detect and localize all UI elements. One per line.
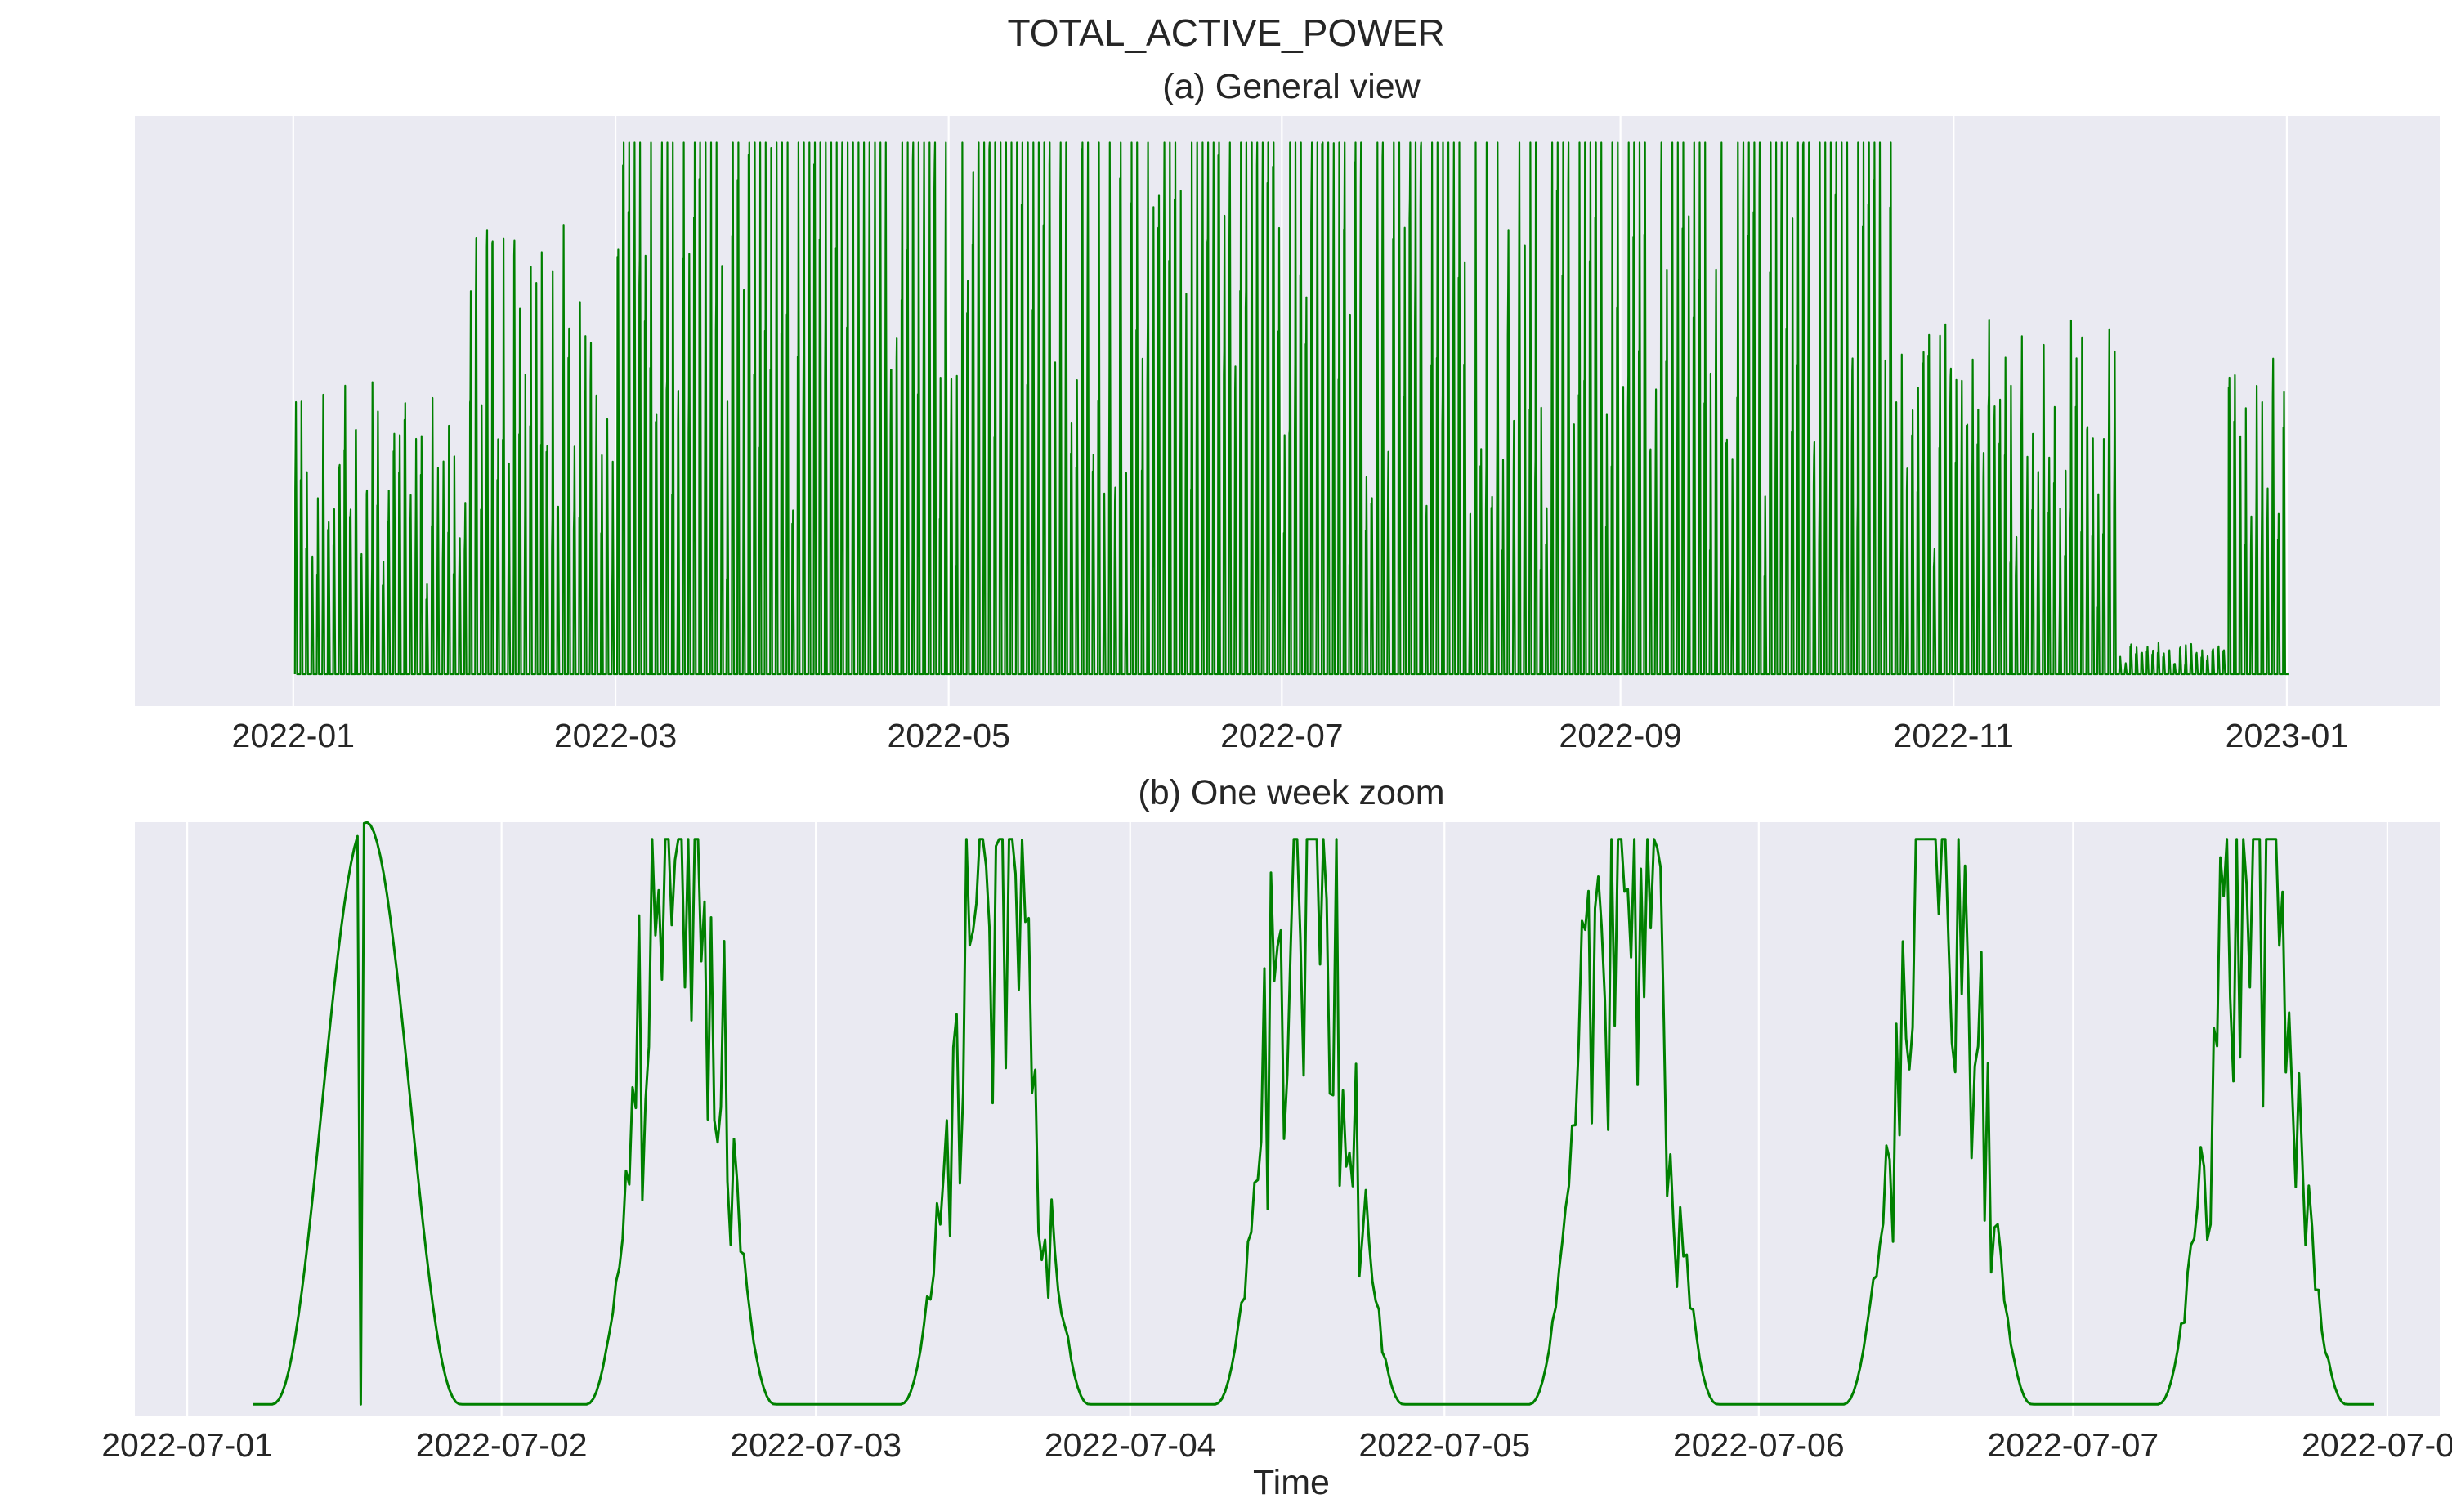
panel-b-x-axis-label: Time xyxy=(1253,1463,1330,1502)
panel-b-x-tick-label: 2022-07-05 xyxy=(1358,1426,1530,1464)
panel-b-x-tick-label: 2022-07-06 xyxy=(1673,1426,1845,1464)
panel-b-x-tick-label: 2022-07-03 xyxy=(730,1426,902,1464)
panel-a-x-ticks: 2022-01 2022-03 2022-05 2022-07 2022-09 2022-… xyxy=(232,717,2349,754)
panel-a-x-tick-label: 2022-09 xyxy=(1559,717,1681,754)
panel-a-x-tick-label: 2022-03 xyxy=(554,717,677,754)
panel-b-x-tick-label: 2022-07-08 xyxy=(2302,1426,2452,1464)
suptitle: TOTAL_ACTIVE_POWER xyxy=(1007,11,1444,54)
panel-a-x-tick-label: 2022-07 xyxy=(1220,717,1343,754)
panel-b-x-tick-label: 2022-07-04 xyxy=(1045,1426,1216,1464)
panel-b-plot-area xyxy=(135,822,2440,1416)
panel-b-x-ticks: 2022-07-01 2022-07-02 2022-07-03 2022-07-04… xyxy=(101,1426,2452,1464)
panel-a-gridlines xyxy=(292,116,2288,706)
panel-a-series-line xyxy=(293,141,2289,676)
panel-b-x-tick-label: 2022-07-01 xyxy=(101,1426,273,1464)
panel-a-x-tick-label: 2023-01 xyxy=(2226,717,2348,754)
panel-a-title: (a) General view xyxy=(1162,67,1421,106)
panel-week-zoom: (b) One week zoom 2022-07-01 2022-07-02 20… xyxy=(101,773,2452,1502)
panel-general-view: (a) General view 2022-01 2022-03 2022-05 20… xyxy=(135,67,2440,754)
panel-a-x-tick-label: 2022-01 xyxy=(232,717,355,754)
panel-b-title: (b) One week zoom xyxy=(1138,773,1444,812)
panel-a-x-tick-label: 2022-11 xyxy=(1894,717,2014,754)
panel-b-x-tick-label: 2022-07-07 xyxy=(1987,1426,2159,1464)
panel-b-series-line xyxy=(253,821,2374,1406)
panel-b-gridlines xyxy=(186,822,2389,1416)
panel-b-x-tick-label: 2022-07-02 xyxy=(416,1426,588,1464)
panel-a-x-tick-label: 2022-05 xyxy=(887,717,1009,754)
